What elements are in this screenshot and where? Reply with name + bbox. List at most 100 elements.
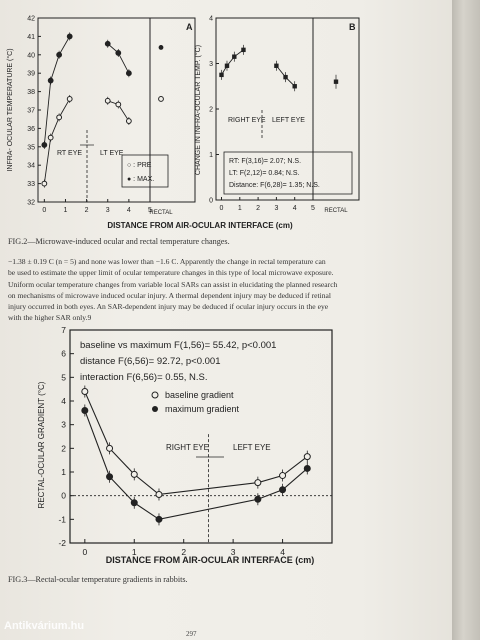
body-line: −1.38 ± 0.19 C (n = 5) and none was lowe… xyxy=(8,257,326,266)
x-tick-label: 1 xyxy=(238,205,242,212)
body-text: −1.38 ± 0.19 C (n = 5) and none was lowe… xyxy=(8,256,448,324)
body-line: Uniform ocular temperature changes from … xyxy=(8,279,338,289)
fig2-left-y-ticks: 32 33 34 35 36 37 38 39 40 41 42 xyxy=(27,16,41,207)
y-tick-label: 6 xyxy=(61,349,66,359)
y-tick-label: 37 xyxy=(27,108,35,115)
y-tick-label: 39 xyxy=(27,71,35,78)
fig3-marks xyxy=(81,385,311,526)
fig3-x-ticks: 0 1 2 3 4 xyxy=(82,539,285,557)
y-tick-label: 4 xyxy=(61,396,66,406)
point-max xyxy=(303,464,311,472)
fig2-left-lt-eye: LT EYE xyxy=(100,150,124,157)
x-tick-label: 0 xyxy=(220,205,224,212)
body-line: with the higher SAR only.9 xyxy=(8,313,92,323)
fig3-right-eye: RIGHT EYE xyxy=(166,443,209,452)
y-tick-label: 34 xyxy=(27,163,35,170)
page-number: 297 xyxy=(186,630,197,638)
body-line: injury occurred in both eyes. An SAR-dep… xyxy=(8,302,329,312)
y-tick-label: 5 xyxy=(61,372,66,382)
point-pre xyxy=(104,97,111,104)
fig3-stat2: distance F(6,56)= 92.72, p<0.001 xyxy=(80,356,221,367)
y-tick-label: 35 xyxy=(27,144,35,151)
book-page xyxy=(0,0,452,640)
fig2-left-rt-eye: RT EYE xyxy=(57,150,82,157)
point-pre xyxy=(56,114,63,121)
series-line xyxy=(43,36,71,146)
x-tick-label: 5 xyxy=(148,207,152,214)
x-tick-label: 2 xyxy=(181,547,186,557)
point-max xyxy=(47,77,54,84)
body-line: be used to estimate the upper limit of o… xyxy=(8,268,334,278)
fig2-left-marks xyxy=(41,32,164,188)
point xyxy=(292,84,297,89)
series-line xyxy=(221,49,244,76)
y-tick-label: 7 xyxy=(61,325,66,335)
fig3-ylabel: RECTAL-OCULAR GRADIENT (°C) xyxy=(37,381,46,508)
fig2-right-stat-rt: RT: F(3,16)= 2.07; N.S. xyxy=(229,158,301,165)
point-baseline xyxy=(106,444,114,452)
x-tick-label: 4 xyxy=(280,547,285,557)
y-tick-label: -1 xyxy=(58,514,66,524)
fig2-right-ylabel: CHANGE IN INFRA-OCULAR TEMP. (°C) xyxy=(194,45,202,175)
point-max xyxy=(254,495,262,503)
point xyxy=(219,72,224,78)
point-pre xyxy=(125,118,132,124)
fig2-right-rectal-label: RECTAL xyxy=(324,208,348,214)
figure-3: -2 -1 0 1 2 3 4 5 6 7 0 1 2 3 4 RECTAL-OCULAR GRADIEN… xyxy=(37,325,333,565)
y-tick-label: 3 xyxy=(209,61,213,68)
x-tick-label: 0 xyxy=(82,547,87,557)
fig3-y-ticks: -2 -1 0 1 2 3 4 5 6 7 xyxy=(58,325,74,548)
x-tick-label: 5 xyxy=(311,205,315,212)
rectal-point-pre xyxy=(158,96,164,102)
y-tick-label: 0 xyxy=(209,198,213,205)
point-max xyxy=(104,40,111,47)
point xyxy=(241,47,246,53)
point-baseline xyxy=(155,490,163,498)
point-max xyxy=(81,406,89,414)
y-tick-label: 3 xyxy=(61,420,66,430)
fig3-caption: FIG.3—Rectal-ocular temperature gradient… xyxy=(8,575,188,584)
point-max xyxy=(41,142,48,148)
point-max xyxy=(66,33,73,40)
point-pre xyxy=(66,96,73,102)
point-pre xyxy=(47,134,54,141)
y-tick-label: 32 xyxy=(27,200,35,207)
fig2-left-legend-pre: ○ : PRE xyxy=(127,162,152,169)
x-tick-label: 1 xyxy=(132,547,137,557)
point-max xyxy=(125,70,132,77)
y-tick-label: 36 xyxy=(27,126,35,133)
x-tick-label: 3 xyxy=(106,207,110,214)
x-tick-label: 3 xyxy=(274,205,278,212)
point-baseline xyxy=(81,388,89,396)
fig2-left-frame xyxy=(37,17,196,203)
x-tick-label: 2 xyxy=(256,205,260,212)
point-pre xyxy=(41,180,48,187)
point xyxy=(232,54,237,59)
point-pre xyxy=(115,101,122,108)
fig3-stat1: baseline vs maximum F(1,56)= 55.42, p<0.… xyxy=(80,340,276,351)
series-line xyxy=(107,43,130,74)
x-tick-label: 3 xyxy=(231,547,236,557)
fig3-stat3: interaction F(6,56)= 0.55, N.S. xyxy=(80,372,208,383)
fig3-left-eye: LEFT EYE xyxy=(233,443,271,452)
fig2-right-left-eye: LEFT EYE xyxy=(272,117,305,124)
point xyxy=(274,63,279,68)
y-tick-label: 0 xyxy=(61,491,66,501)
fig2-left-x-ticks: 0 1 2 3 4 5 xyxy=(42,199,152,214)
fig2-xlabel: DISTANCE FROM AIR-OCULAR INTERFACE (cm) xyxy=(107,221,293,230)
y-tick-label: 41 xyxy=(27,34,35,41)
fig3-legend-baseline: baseline gradient xyxy=(165,390,234,400)
y-tick-label: 2 xyxy=(61,443,66,453)
fig3-legend-open-marker xyxy=(151,391,159,399)
y-tick-label: 2 xyxy=(209,107,213,114)
point xyxy=(283,74,288,80)
fig2-right-panel-label: B xyxy=(349,22,356,32)
y-tick-label: 40 xyxy=(27,52,35,59)
point-baseline xyxy=(254,479,262,487)
fig2-right-y-ticks: 0 1 2 3 4 xyxy=(209,16,219,205)
page-edge xyxy=(452,0,480,640)
fig3-legend-max: maximum gradient xyxy=(165,404,240,414)
x-tick-label: 0 xyxy=(42,207,46,214)
x-tick-label: 4 xyxy=(127,207,131,214)
x-tick-label: 2 xyxy=(85,207,89,214)
